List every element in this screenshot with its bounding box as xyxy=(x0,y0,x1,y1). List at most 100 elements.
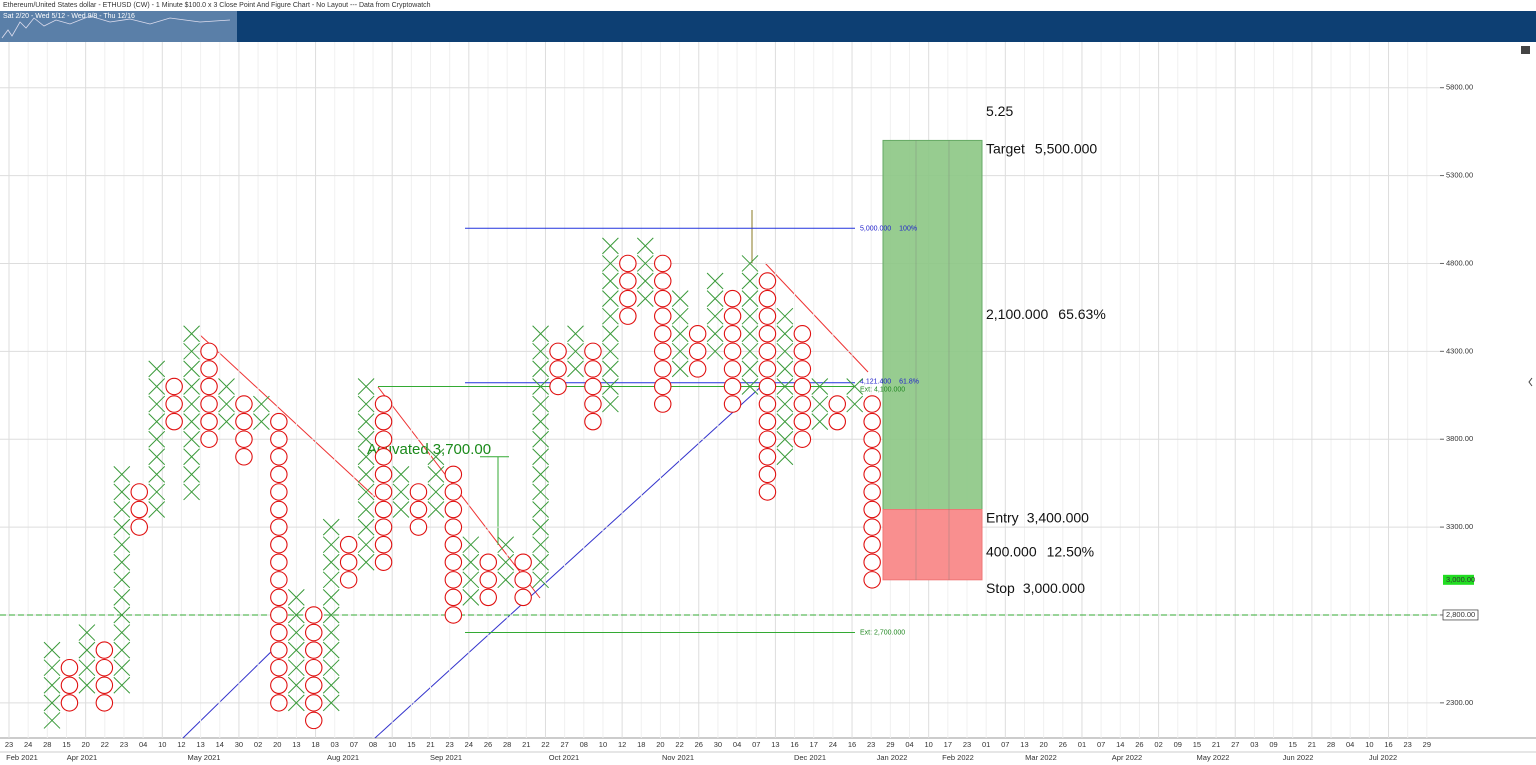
o-box xyxy=(304,694,323,712)
navigator-window[interactable] xyxy=(0,11,237,42)
y-tick-label: 3800.00 xyxy=(1446,434,1473,443)
o-box xyxy=(688,360,707,378)
o-box xyxy=(444,571,463,589)
o-box xyxy=(374,535,393,554)
o-box xyxy=(688,342,707,361)
x-tick-label: 24 xyxy=(465,740,473,749)
x-box xyxy=(776,360,794,378)
o-box xyxy=(479,588,497,607)
o-column xyxy=(479,553,497,607)
o-box xyxy=(514,588,532,607)
o-box xyxy=(200,430,218,448)
x-box xyxy=(218,395,235,413)
o-box xyxy=(793,377,812,396)
o-box xyxy=(863,535,881,554)
x-box xyxy=(532,360,549,378)
x-tick-label: 14 xyxy=(1116,740,1124,749)
x-box xyxy=(741,255,759,272)
x-tick-label: 08 xyxy=(369,740,377,749)
x-box xyxy=(78,659,96,677)
o-box xyxy=(304,711,323,730)
o-box xyxy=(409,483,428,501)
o-box xyxy=(270,448,288,466)
o-box xyxy=(444,553,463,571)
x-column xyxy=(497,536,515,589)
risk-zone xyxy=(882,509,983,581)
o-box xyxy=(758,412,777,431)
x-box xyxy=(287,641,305,659)
x-box xyxy=(602,307,619,325)
lock-icon[interactable] xyxy=(1521,46,1530,54)
fib-value: 4,121.400 xyxy=(860,379,891,386)
x-box xyxy=(846,395,864,413)
o-box xyxy=(619,254,637,273)
o-box xyxy=(584,395,602,413)
last-price-tag xyxy=(1443,574,1474,585)
x-box xyxy=(43,694,61,712)
o-box xyxy=(863,448,881,466)
o-column xyxy=(828,395,846,431)
y-tick-label: 4300.00 xyxy=(1446,346,1473,355)
x-tick-label: 15 xyxy=(407,740,415,749)
x-tick-label: 23 xyxy=(1404,740,1412,749)
x-box xyxy=(148,448,166,466)
reward-label-text: 2,100.000 xyxy=(986,306,1048,322)
x-box xyxy=(497,536,515,554)
target-label-text: Target xyxy=(986,140,1025,156)
o-box xyxy=(479,553,497,571)
x-tick-label: 20 xyxy=(1039,740,1047,749)
x-tick-label: 22 xyxy=(675,740,683,749)
x-column xyxy=(671,290,689,378)
x-tick-label: 26 xyxy=(484,740,492,749)
x-box xyxy=(811,395,829,413)
o-box xyxy=(619,272,637,290)
y-tick-label: 3300.00 xyxy=(1446,522,1473,531)
x-tick-label: 21 xyxy=(426,740,434,749)
month-label: Dec 2021 xyxy=(794,753,826,762)
x-tick-label: 13 xyxy=(196,740,204,749)
target-label: Target 5,500.000 xyxy=(986,140,1097,156)
x-box xyxy=(497,553,515,571)
o-column xyxy=(95,641,114,712)
x-box xyxy=(602,255,619,272)
x-box xyxy=(532,518,549,536)
x-box xyxy=(532,342,549,360)
month-label: Sep 2021 xyxy=(430,753,462,762)
x-tick-label: 10 xyxy=(925,740,933,749)
x-box xyxy=(322,606,340,624)
x-box xyxy=(322,571,340,589)
navigator-bar xyxy=(0,11,1536,42)
o-box xyxy=(270,588,288,607)
x-tick-label: 14 xyxy=(216,740,224,749)
x-box xyxy=(357,448,375,466)
o-box xyxy=(514,571,532,589)
o-box xyxy=(200,360,218,378)
o-box xyxy=(584,412,602,431)
x-box xyxy=(322,536,340,554)
x-tick-label: 28 xyxy=(503,740,511,749)
o-box xyxy=(653,289,672,308)
o-box xyxy=(584,360,602,378)
o-column xyxy=(549,342,567,396)
x-tick-label: 01 xyxy=(1078,740,1086,749)
x-box xyxy=(532,325,549,343)
o-box xyxy=(653,272,672,290)
o-box xyxy=(723,325,742,343)
x-column xyxy=(567,325,584,378)
x-box xyxy=(776,413,794,430)
o-box xyxy=(60,694,79,712)
o-box xyxy=(270,553,288,571)
o-box xyxy=(828,395,846,413)
x-tick-label: 23 xyxy=(867,740,875,749)
x-tick-label: 10 xyxy=(1365,740,1373,749)
fib-label: 5,000.000 100% xyxy=(860,225,917,232)
x-box xyxy=(43,712,61,729)
risk-label: 400.000 12.50% xyxy=(986,543,1094,559)
entry-label: Entry 3,400.000 xyxy=(986,509,1089,525)
x-tick-label: 23 xyxy=(120,740,128,749)
o-box xyxy=(549,360,567,378)
o-box xyxy=(653,377,672,396)
o-box xyxy=(723,377,742,396)
o-box xyxy=(723,395,742,413)
